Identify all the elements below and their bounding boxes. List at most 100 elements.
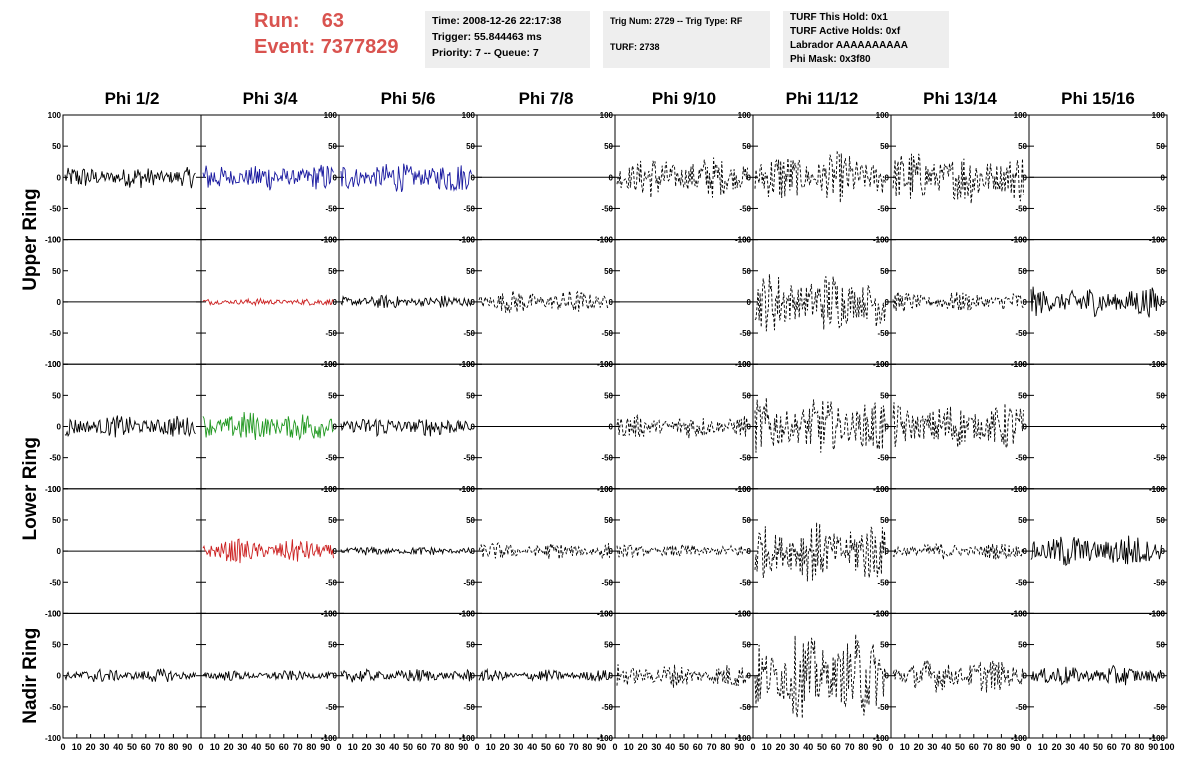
waveform-trace — [202, 164, 334, 191]
y-tick-label: 50 — [52, 391, 61, 400]
y-tick-label: 100 — [738, 111, 752, 120]
y-tick-label: -100 — [1149, 360, 1166, 369]
column-header: Phi 1/2 — [105, 89, 160, 108]
run-event-info: Run: 63 Event: 7377829 — [254, 8, 399, 60]
column-header: Phi 9/10 — [652, 89, 716, 108]
panel-frame — [476, 488, 616, 614]
y-tick-label: 100 — [600, 485, 614, 494]
y-tick-label: -50 — [1015, 703, 1027, 712]
run-label: Run: — [254, 10, 300, 32]
y-tick-label: 50 — [1018, 641, 1027, 650]
y-tick-label: 0 — [57, 423, 62, 432]
y-tick-label: 0 — [747, 672, 752, 681]
y-tick-label: -50 — [463, 703, 475, 712]
x-tick-label: 10 — [762, 742, 772, 752]
x-tick-label: 40 — [389, 742, 399, 752]
y-tick-label: -100 — [597, 609, 614, 618]
y-tick-label: -50 — [1153, 703, 1165, 712]
x-tick-label: 60 — [1107, 742, 1117, 752]
priority-line: Priority: 7 -- Queue: 7 — [432, 47, 539, 59]
y-tick-label: 100 — [48, 360, 62, 369]
y-tick-label: 0 — [471, 547, 476, 556]
waveform-trace — [892, 658, 1024, 693]
y-tick-label: -50 — [1153, 329, 1165, 338]
y-tick-label: 0 — [609, 547, 614, 556]
x-tick-label: 20 — [638, 742, 648, 752]
panel-frame — [752, 114, 892, 241]
waveform-trace — [892, 153, 1024, 204]
x-tick-label: 30 — [651, 742, 661, 752]
y-tick-label: -100 — [597, 485, 614, 494]
y-tick-label: 50 — [1156, 267, 1165, 276]
event-label: Event: — [254, 36, 316, 58]
x-tick-label: 10 — [486, 742, 496, 752]
waveform-trace — [754, 522, 886, 582]
y-tick-label: 0 — [333, 423, 338, 432]
y-tick-label: 0 — [747, 423, 752, 432]
y-tick-label: 100 — [600, 111, 614, 120]
y-tick-label: 50 — [742, 516, 751, 525]
y-tick-label: 100 — [1014, 360, 1028, 369]
y-tick-label: 0 — [1023, 672, 1028, 681]
y-tick-label: 100 — [1014, 485, 1028, 494]
waveform-trace — [340, 668, 472, 683]
y-tick-label: 100 — [600, 609, 614, 618]
column-header: Phi 11/12 — [786, 89, 859, 108]
waveform-trace — [202, 411, 334, 441]
y-tick-label: -50 — [49, 204, 61, 213]
trig-num-line: Trig Num: 2729 -- Trig Type: RF — [610, 16, 743, 26]
y-tick-label: 100 — [1152, 360, 1166, 369]
y-tick-label: -50 — [49, 578, 61, 587]
y-tick-label: -50 — [325, 703, 337, 712]
ring-label: Upper Ring — [20, 188, 41, 290]
y-tick-label: 100 — [324, 609, 338, 618]
turf-hold-line: TURF This Hold: 0x1 — [790, 12, 888, 23]
waveform-trace — [616, 157, 748, 198]
y-tick-label: 0 — [57, 547, 62, 556]
waveform-trace — [478, 667, 610, 682]
x-tick-label: 30 — [99, 742, 109, 752]
y-tick-label: 0 — [471, 672, 476, 681]
y-tick-label: -100 — [459, 609, 476, 618]
waveform-trace — [1030, 664, 1162, 686]
y-tick-label: 50 — [466, 391, 475, 400]
y-tick-label: 0 — [885, 298, 890, 307]
y-tick-label: 50 — [52, 641, 61, 650]
y-tick-label: 100 — [600, 360, 614, 369]
x-tick-label: 80 — [306, 742, 316, 752]
run-number: 63 — [321, 10, 345, 32]
y-tick-label: -50 — [877, 578, 889, 587]
y-tick-label: -100 — [735, 360, 752, 369]
waveform-trace — [754, 274, 886, 332]
x-tick-label: 60 — [693, 742, 703, 752]
y-tick-label: -50 — [1015, 204, 1027, 213]
x-tick-label: 30 — [513, 742, 523, 752]
y-tick-label: -50 — [739, 703, 751, 712]
waveform-trace — [616, 664, 748, 688]
column-header: Phi 5/6 — [381, 89, 436, 108]
x-tick-label: 80 — [582, 742, 592, 752]
x-tick-label: 0 — [198, 742, 203, 752]
y-tick-label: 50 — [742, 267, 751, 276]
x-tick-label: 0 — [60, 742, 65, 752]
y-tick-label: 50 — [1018, 267, 1027, 276]
x-tick-label: 50 — [679, 742, 689, 752]
x-tick-label: 90 — [1010, 742, 1020, 752]
x-tick-label: 90 — [734, 742, 744, 752]
x-tick-label: 30 — [927, 742, 937, 752]
y-tick-label: 100 — [1014, 111, 1028, 120]
x-tick-label: 70 — [293, 742, 303, 752]
y-tick-label: 100 — [324, 111, 338, 120]
y-tick-label: 100 — [1014, 236, 1028, 245]
waveform-trace — [892, 291, 1024, 314]
y-tick-label: 0 — [747, 547, 752, 556]
y-tick-label: 50 — [742, 142, 751, 151]
y-tick-label: 100 — [1152, 485, 1166, 494]
y-tick-label: -50 — [1153, 578, 1165, 587]
y-tick-label: 50 — [880, 516, 889, 525]
y-tick-label: -100 — [873, 734, 890, 743]
y-tick-label: 0 — [1161, 298, 1166, 307]
x-tick-label: 80 — [720, 742, 730, 752]
y-tick-label: -50 — [877, 454, 889, 463]
y-tick-label: -50 — [601, 703, 613, 712]
